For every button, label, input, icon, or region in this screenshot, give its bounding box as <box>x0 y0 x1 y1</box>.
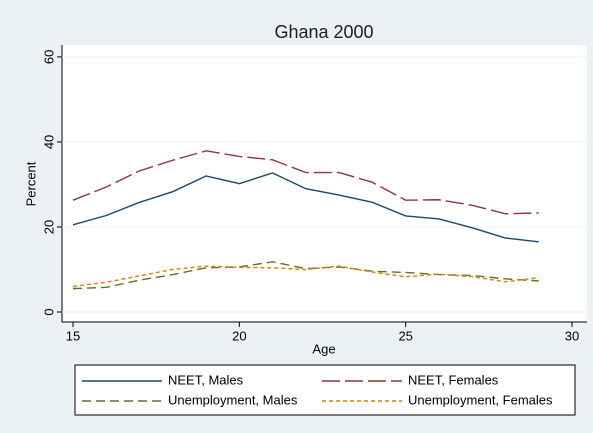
y-tick-label: 40 <box>41 135 56 149</box>
y-tick-label: 60 <box>41 50 56 64</box>
legend-label: NEET, Males <box>168 372 244 387</box>
series-line <box>72 261 539 290</box>
legend-label: Unemployment, Females <box>408 392 553 407</box>
series-line <box>72 172 539 243</box>
x-tick-label: 30 <box>565 328 579 343</box>
plot-area <box>62 45 587 322</box>
y-tick-label: 0 <box>41 308 56 315</box>
x-tick-label: 25 <box>398 328 412 343</box>
series-line <box>72 265 539 288</box>
x-axis-title: Age <box>312 341 335 356</box>
y-tick-label: 20 <box>41 220 56 234</box>
legend-label: NEET, Females <box>408 372 499 387</box>
series-line <box>72 150 539 215</box>
chart-title: Ghana 2000 <box>274 22 373 42</box>
x-tick-label: 20 <box>232 328 246 343</box>
x-tick-label: 15 <box>66 328 80 343</box>
legend-box <box>74 364 576 416</box>
legend-label: Unemployment, Males <box>168 392 298 407</box>
y-axis-title: Percent <box>23 161 38 206</box>
